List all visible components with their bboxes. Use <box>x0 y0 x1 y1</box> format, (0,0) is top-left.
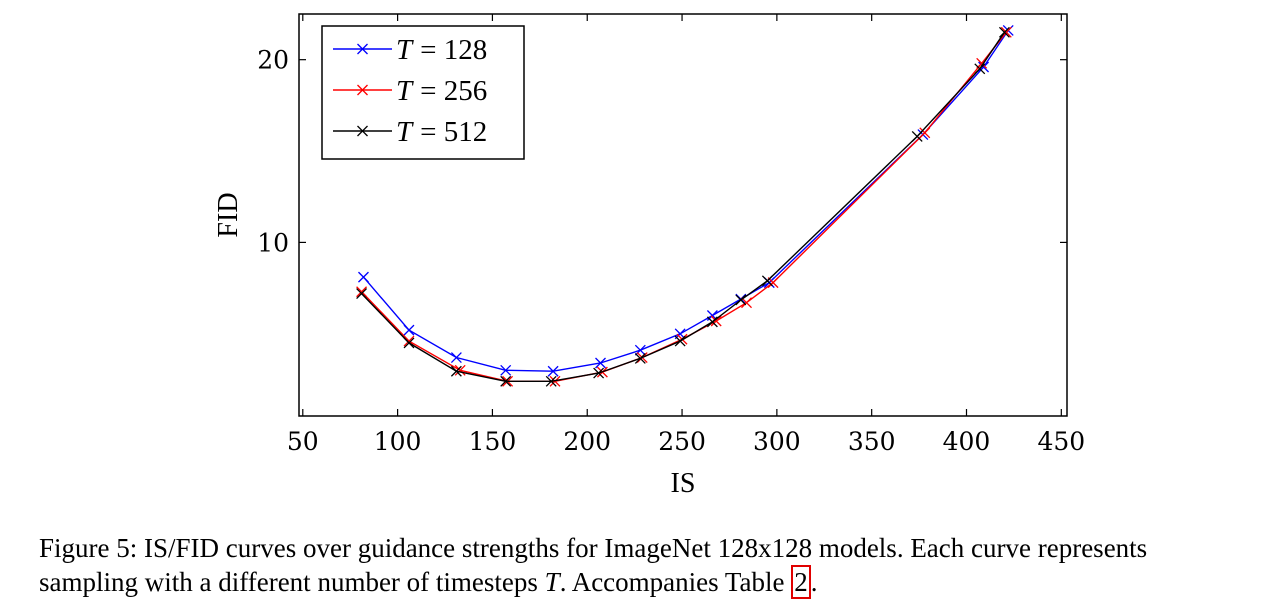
caption-text-mid: . Accompanies Table <box>559 567 792 597</box>
data-point <box>974 63 986 75</box>
data-point <box>358 271 369 283</box>
legend-label-variable: T <box>396 116 414 148</box>
y-axis-title: FID <box>213 192 244 237</box>
legend-marker <box>357 125 368 137</box>
legend-marker <box>357 43 368 55</box>
legend-label-value: = 128 <box>420 34 487 66</box>
x-tick-label: 400 <box>943 427 991 456</box>
data-point <box>356 286 368 298</box>
y-tick-label: 20 <box>257 46 289 75</box>
data-point <box>450 352 462 363</box>
data-point <box>454 364 466 376</box>
x-axis-title: IS <box>671 468 696 499</box>
data-point <box>919 127 931 139</box>
legend-box <box>321 25 525 160</box>
series-t512 <box>356 26 1010 387</box>
caption-variable: T <box>544 567 560 597</box>
legend-entry: T = 512 <box>333 116 487 148</box>
data-point <box>674 335 686 347</box>
legend-marker <box>357 84 368 96</box>
data-point <box>547 365 559 377</box>
x-tick-label: 250 <box>658 427 706 456</box>
caption-text-start: sampling with a different number of time… <box>39 567 545 597</box>
legend-label: T = 128 <box>396 34 487 66</box>
plot-frame <box>298 13 1068 417</box>
data-point <box>595 357 606 369</box>
data-point <box>911 130 923 142</box>
x-tick-label: 300 <box>753 427 801 456</box>
data-point <box>403 324 415 336</box>
data-point <box>450 365 462 377</box>
x-tick-label: 150 <box>469 427 517 456</box>
series-line <box>361 31 1005 382</box>
data-point <box>706 316 718 328</box>
caption-text-end: . <box>810 567 818 597</box>
data-point <box>735 294 747 306</box>
legend-label-value: = 256 <box>420 75 487 107</box>
x-tick-label: 450 <box>1037 427 1085 456</box>
legend-label: T = 256 <box>396 75 487 107</box>
y-tick-label: 10 <box>257 228 289 257</box>
data-point <box>710 315 722 327</box>
data-point <box>403 337 415 349</box>
caption-line-2: sampling with a different number of time… <box>39 565 1284 599</box>
data-point <box>545 375 557 387</box>
x-tick-label: 50 <box>287 427 319 456</box>
caption-line-1: Figure 5: IS/FID curves over guidance st… <box>39 533 1148 563</box>
legend-label-variable: T <box>396 34 414 66</box>
x-tick-label: 350 <box>848 427 896 456</box>
legend-label-variable: T <box>396 75 414 107</box>
legend-label-value: = 512 <box>420 116 487 148</box>
data-point <box>593 367 605 379</box>
data-point <box>500 375 512 387</box>
data-point <box>634 344 646 356</box>
data-point <box>741 297 752 309</box>
legend-entry: T = 128 <box>333 34 487 66</box>
data-point <box>500 364 512 376</box>
data-point <box>761 275 773 287</box>
x-tick-label: 200 <box>563 427 611 456</box>
data-point <box>356 288 368 300</box>
data-point <box>998 26 1010 38</box>
legend-label: T = 512 <box>396 116 487 148</box>
figure-caption: Figure 5: IS/FID curves over guidance st… <box>39 531 1284 599</box>
data-point <box>634 352 646 364</box>
table-reference-link[interactable]: 2 <box>791 565 811 599</box>
data-point <box>978 61 990 73</box>
x-tick-label: 100 <box>374 427 422 456</box>
legend-entry: T = 256 <box>333 75 487 107</box>
